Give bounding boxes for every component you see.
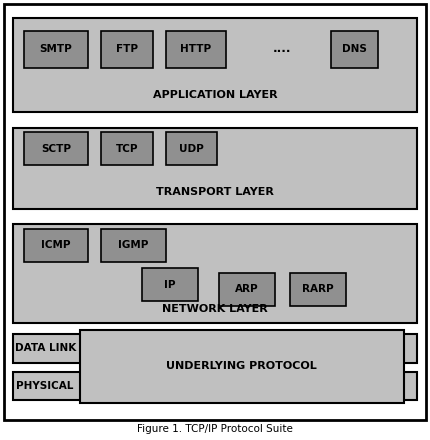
Text: IP: IP xyxy=(164,280,175,290)
Text: SCTP: SCTP xyxy=(41,143,71,154)
Bar xyxy=(142,268,198,301)
Bar xyxy=(101,229,166,262)
Bar xyxy=(24,132,88,165)
Text: IGMP: IGMP xyxy=(118,240,148,250)
Bar xyxy=(101,31,153,68)
Text: DNS: DNS xyxy=(342,44,367,55)
Text: TCP: TCP xyxy=(116,143,138,154)
Text: UDP: UDP xyxy=(179,143,204,154)
Text: SMTP: SMTP xyxy=(40,44,72,55)
Bar xyxy=(166,31,226,68)
Bar xyxy=(13,334,417,363)
Bar xyxy=(80,330,404,403)
Text: UNDERLYING PROTOCOL: UNDERLYING PROTOCOL xyxy=(166,361,317,371)
Text: DATA LINK: DATA LINK xyxy=(15,344,76,353)
Text: RARP: RARP xyxy=(302,284,334,294)
Bar xyxy=(13,372,417,400)
Text: ARP: ARP xyxy=(236,284,259,294)
Bar xyxy=(24,229,88,262)
Text: TRANSPORT LAYER: TRANSPORT LAYER xyxy=(156,187,274,197)
Text: PHYSICAL: PHYSICAL xyxy=(16,381,74,391)
Text: ICMP: ICMP xyxy=(41,240,71,250)
Text: Figure 1. TCP/IP Protocol Suite: Figure 1. TCP/IP Protocol Suite xyxy=(137,424,293,434)
Text: FTP: FTP xyxy=(116,44,138,55)
Bar xyxy=(13,224,417,323)
Bar xyxy=(331,31,378,68)
Text: HTTP: HTTP xyxy=(180,44,211,55)
Bar xyxy=(290,273,346,306)
Text: NETWORK LAYER: NETWORK LAYER xyxy=(162,304,268,314)
Text: ....: .... xyxy=(272,42,291,55)
Bar xyxy=(101,132,153,165)
Bar xyxy=(13,18,417,112)
Bar xyxy=(13,128,417,209)
Bar xyxy=(24,31,88,68)
Bar xyxy=(219,273,275,306)
Text: APPLICATION LAYER: APPLICATION LAYER xyxy=(153,91,277,100)
Bar xyxy=(166,132,217,165)
